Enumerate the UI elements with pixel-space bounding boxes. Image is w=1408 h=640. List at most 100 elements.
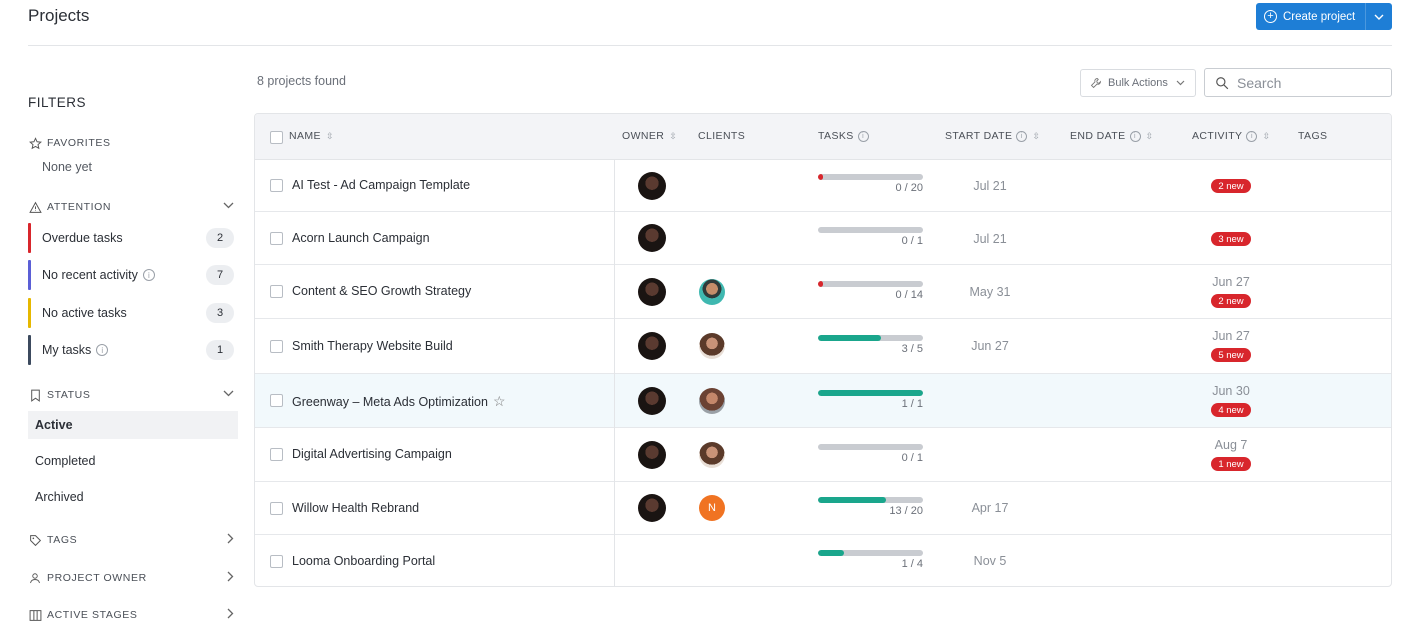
project-name[interactable]: Greenway – Meta Ads Optimization ☆ <box>292 393 506 409</box>
activity-date: Jun 30 <box>1212 384 1250 398</box>
table-row[interactable]: Content & SEO Growth Strategy 0 / 14 May… <box>255 265 1391 319</box>
client-avatar[interactable] <box>699 442 725 468</box>
owner-avatar[interactable] <box>638 332 666 360</box>
project-name[interactable]: Smith Therapy Website Build <box>292 339 453 353</box>
row-checkbox[interactable] <box>270 394 283 407</box>
row-checkbox[interactable] <box>270 285 283 298</box>
bulk-actions-button[interactable]: Bulk Actions <box>1080 69 1196 97</box>
tasks-count: 0 / 14 <box>895 289 923 301</box>
favorites-label: FAVORITES <box>47 137 111 149</box>
row-checkbox[interactable] <box>270 502 283 515</box>
column-end-date[interactable]: END DATE i ⇳ <box>1070 130 1154 142</box>
column-name[interactable]: NAME ⇳ <box>289 130 334 142</box>
client-avatar[interactable] <box>699 333 725 359</box>
attention-item-my-tasks[interactable]: My tasks i 1 <box>28 335 234 365</box>
activity-badge[interactable]: 4 new <box>1211 403 1251 417</box>
column-tags[interactable]: TAGS <box>1298 130 1328 142</box>
activity-badge[interactable]: 3 new <box>1211 232 1251 246</box>
status-archived[interactable]: Archived <box>35 490 84 504</box>
table-row[interactable]: Greenway – Meta Ads Optimization ☆ 1 / 1 … <box>255 374 1391 428</box>
activity-badge[interactable]: 1 new <box>1211 457 1251 471</box>
info-icon[interactable]: i <box>1016 130 1028 142</box>
header-divider <box>28 45 1392 46</box>
owner-avatar[interactable] <box>638 494 666 522</box>
owner-avatar[interactable] <box>638 387 666 415</box>
select-all-checkbox[interactable] <box>270 131 283 144</box>
tag-icon <box>28 533 42 547</box>
attention-item-overdue[interactable]: Overdue tasks 2 <box>28 223 234 253</box>
table-row[interactable]: AI Test - Ad Campaign Template 0 / 20 Ju… <box>255 160 1391 212</box>
attention-count: 2 <box>206 228 234 248</box>
owner-avatar[interactable] <box>638 278 666 306</box>
info-icon[interactable]: i <box>96 344 109 356</box>
client-avatar[interactable]: N <box>699 495 725 521</box>
attention-item-no-active-tasks[interactable]: No active tasks 3 <box>28 298 234 328</box>
create-project-dropdown[interactable] <box>1366 3 1392 30</box>
progress-fill <box>818 281 824 287</box>
wrench-icon <box>1090 78 1101 89</box>
chevron-right-icon[interactable] <box>227 533 234 547</box>
table-row[interactable]: Digital Advertising Campaign 0 / 1 Aug 7… <box>255 428 1391 482</box>
chevron-right-icon[interactable] <box>227 608 234 622</box>
project-name[interactable]: AI Test - Ad Campaign Template <box>292 178 471 192</box>
row-checkbox[interactable] <box>270 232 283 245</box>
row-checkbox[interactable] <box>270 448 283 461</box>
owner-avatar[interactable] <box>638 441 666 469</box>
tags-section[interactable]: TAGS <box>28 533 238 547</box>
chevron-down-icon[interactable] <box>223 388 234 400</box>
row-checkbox[interactable] <box>270 555 283 568</box>
tasks-progress-bar <box>818 174 923 180</box>
activity-badge[interactable]: 2 new <box>1211 294 1251 308</box>
table-row[interactable]: Looma Onboarding Portal 1 / 4 Nov 5 <box>255 535 1391 586</box>
column-owner[interactable]: OWNER ⇳ <box>622 130 678 142</box>
project-name[interactable]: Content & SEO Growth Strategy <box>292 284 472 298</box>
start-date: Jul 21 <box>973 232 1007 246</box>
row-checkbox[interactable] <box>270 340 283 353</box>
project-name[interactable]: Willow Health Rebrand <box>292 501 420 515</box>
status-section[interactable]: STATUS <box>28 388 238 402</box>
column-start-date[interactable]: START DATE i ⇳ <box>945 130 1041 142</box>
table-row[interactable]: Willow Health Rebrand N 13 / 20 Apr 17 <box>255 482 1391 535</box>
chevron-down-icon <box>1176 78 1185 89</box>
client-avatar[interactable] <box>699 388 725 414</box>
row-checkbox[interactable] <box>270 179 283 192</box>
attention-item-no-recent-activity[interactable]: No recent activity i 7 <box>28 260 234 290</box>
client-avatar[interactable] <box>699 279 725 305</box>
info-icon[interactable]: i <box>1246 130 1258 142</box>
status-completed[interactable]: Completed <box>35 454 96 468</box>
favorites-section[interactable]: FAVORITES <box>28 136 238 150</box>
column-clients[interactable]: CLIENTS <box>698 130 746 142</box>
owner-avatar[interactable] <box>638 172 666 200</box>
project-name[interactable]: Looma Onboarding Portal <box>292 554 436 568</box>
create-project-button[interactable]: + Create project <box>1256 3 1392 30</box>
project-name[interactable]: Digital Advertising Campaign <box>292 447 452 461</box>
status-active[interactable]: Active <box>28 411 238 439</box>
chevron-right-icon[interactable] <box>227 571 234 585</box>
progress-fill <box>818 497 887 503</box>
bookmark-icon <box>28 388 42 402</box>
active-stages-section[interactable]: ACTIVE STAGES <box>28 608 238 622</box>
create-project-main[interactable]: + Create project <box>1256 3 1365 30</box>
tasks-progress-bar <box>818 335 923 341</box>
search-box[interactable] <box>1204 68 1392 97</box>
owner-avatar[interactable] <box>638 224 666 252</box>
search-input[interactable] <box>1237 74 1377 91</box>
project-owner-section[interactable]: PROJECT OWNER <box>28 571 238 585</box>
chevron-down-icon[interactable] <box>223 200 234 212</box>
info-icon[interactable]: i <box>142 269 155 281</box>
table-row[interactable]: Smith Therapy Website Build 3 / 5 Jun 27… <box>255 319 1391 374</box>
project-name[interactable]: Acorn Launch Campaign <box>292 231 430 245</box>
activity-badge[interactable]: 5 new <box>1211 348 1251 362</box>
table-row[interactable]: Acorn Launch Campaign 0 / 1 Jul 21 3 new <box>255 212 1391 265</box>
sort-icon: ⇳ <box>1032 130 1041 141</box>
tasks-count: 13 / 20 <box>889 505 923 517</box>
column-activity[interactable]: ACTIVITY i ⇳ <box>1192 130 1271 142</box>
info-icon[interactable]: i <box>857 130 869 142</box>
columns-icon <box>28 608 42 622</box>
activity-badge[interactable]: 2 new <box>1211 179 1251 193</box>
status-label: STATUS <box>47 389 91 401</box>
info-icon[interactable]: i <box>1129 130 1141 142</box>
star-icon[interactable]: ☆ <box>492 393 506 409</box>
attention-section[interactable]: ATTENTION <box>28 200 238 214</box>
column-tasks[interactable]: TASKS i <box>818 130 869 142</box>
